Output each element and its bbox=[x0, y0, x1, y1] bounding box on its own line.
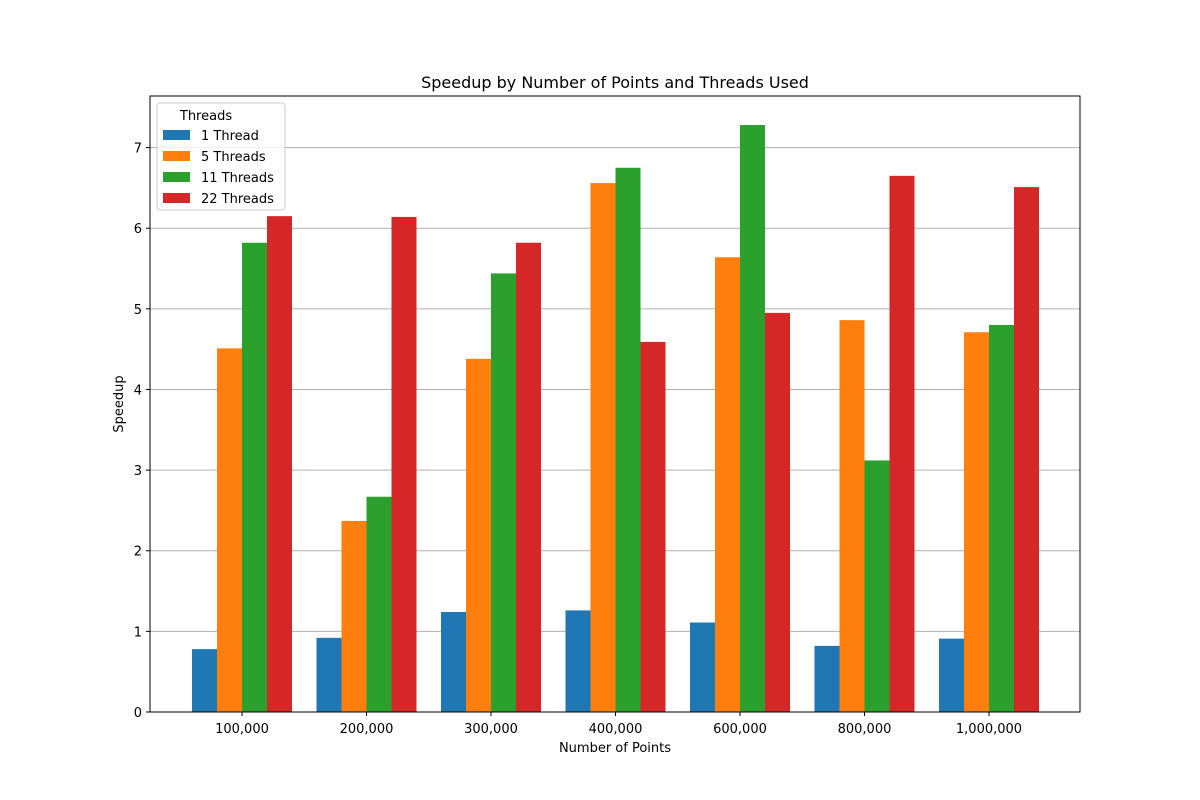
y-tick-label: 3 bbox=[134, 464, 142, 479]
legend-swatch bbox=[163, 151, 190, 161]
y-tick-label: 1 bbox=[134, 625, 142, 640]
chart-title: Speedup by Number of Points and Threads … bbox=[421, 73, 809, 92]
bar-22-threads-1 bbox=[391, 216, 417, 712]
y-tick-label: 7 bbox=[134, 142, 142, 157]
bar-11-threads-3 bbox=[615, 167, 641, 712]
bar-1-thread-5 bbox=[814, 645, 840, 712]
x-tick-label: 300,000 bbox=[464, 722, 518, 737]
bar-11-threads-0 bbox=[242, 242, 267, 712]
bars bbox=[192, 125, 1039, 713]
x-tick-label: 100,000 bbox=[215, 722, 269, 737]
legend-title: Threads bbox=[179, 109, 232, 124]
legend-label: 5 Threads bbox=[201, 150, 266, 165]
bar-5-threads-0 bbox=[217, 348, 242, 712]
bar-5-threads-1 bbox=[341, 520, 367, 712]
y-axis-ticks: 0 1 2 3 4 5 6 7 bbox=[134, 142, 150, 721]
bar-5-threads-6 bbox=[964, 332, 989, 712]
bar-22-threads-4 bbox=[765, 312, 790, 712]
bar-11-threads-6 bbox=[989, 324, 1014, 712]
bar-22-threads-5 bbox=[889, 175, 915, 712]
x-tick-label: 600,000 bbox=[713, 722, 767, 737]
bar-11-threads-4 bbox=[740, 125, 765, 712]
legend-swatch bbox=[163, 193, 190, 203]
y-tick-label: 5 bbox=[134, 303, 142, 318]
bar-1-thread-1 bbox=[316, 637, 342, 712]
bar-1-thread-6 bbox=[939, 638, 964, 712]
legend-swatch bbox=[163, 172, 190, 182]
bar-5-threads-4 bbox=[715, 257, 740, 712]
bar-5-threads-3 bbox=[590, 183, 616, 712]
y-tick-label: 6 bbox=[134, 222, 142, 237]
bar-11-threads-2 bbox=[491, 273, 516, 712]
bar-5-threads-5 bbox=[839, 320, 865, 712]
legend-swatch bbox=[163, 130, 190, 140]
x-tick-label: 400,000 bbox=[589, 722, 643, 737]
legend-label: 1 Thread bbox=[201, 129, 259, 144]
bar-5-threads-2 bbox=[466, 358, 491, 712]
bar-11-threads-5 bbox=[864, 460, 890, 712]
bar-22-threads-2 bbox=[516, 242, 541, 712]
legend-label: 22 Threads bbox=[201, 192, 274, 207]
bar-22-threads-6 bbox=[1014, 187, 1039, 712]
y-tick-label: 2 bbox=[134, 545, 142, 560]
y-axis-label: Speedup bbox=[112, 375, 127, 432]
x-axis-label: Number of Points bbox=[559, 741, 671, 756]
bar-1-thread-2 bbox=[441, 612, 466, 712]
y-tick-label: 0 bbox=[134, 706, 142, 721]
x-tick-label: 1,000,000 bbox=[956, 722, 1022, 737]
x-axis-ticks: 100,000 200,000 300,000 400,000 600,000 800,0… bbox=[215, 712, 1022, 737]
x-tick-label: 800,000 bbox=[838, 722, 892, 737]
bar-11-threads-1 bbox=[366, 496, 392, 712]
bar-22-threads-3 bbox=[640, 341, 666, 712]
legend-box bbox=[156, 102, 286, 211]
x-tick-label: 200,000 bbox=[340, 722, 394, 737]
legend: Threads 1 Thread 5 Threads 11 Threads 22 Thr… bbox=[156, 102, 286, 211]
bar-1-thread-0 bbox=[192, 649, 217, 712]
y-tick-label: 4 bbox=[134, 383, 142, 398]
bar-22-threads-0 bbox=[267, 216, 292, 713]
legend-label: 11 Threads bbox=[201, 171, 274, 186]
bar-1-thread-3 bbox=[565, 610, 591, 712]
bar-1-thread-4 bbox=[690, 622, 715, 712]
